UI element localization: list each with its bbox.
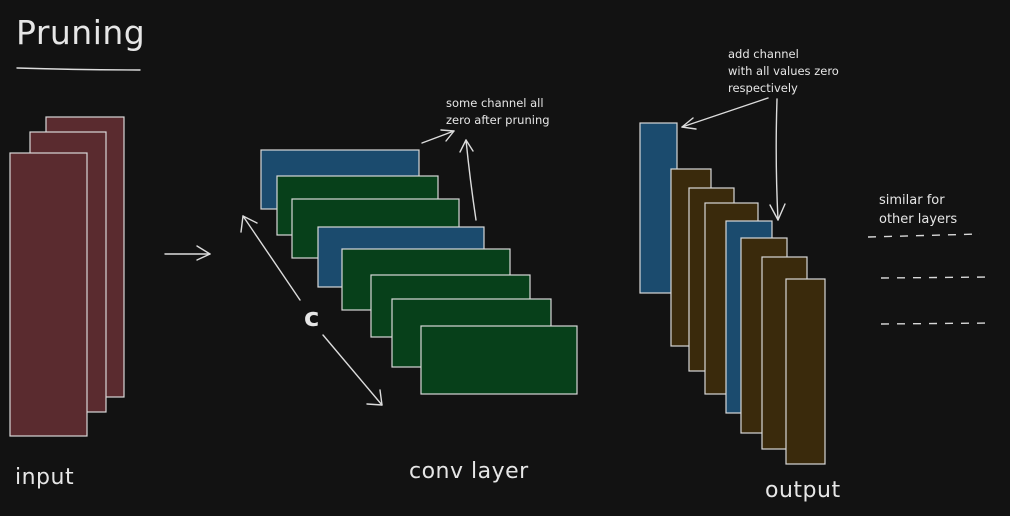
- layer-placeholder-dash: [867, 233, 981, 238]
- pruning-note-arrows: [421, 129, 477, 221]
- input-channel: [9, 152, 88, 437]
- channel-axis-label: c: [304, 303, 319, 333]
- input-tensor: [9, 116, 125, 437]
- note-add-channel-line1: add channel: [728, 47, 799, 61]
- page-title: Pruning: [16, 13, 145, 52]
- channel-axis-arrow: [240, 215, 383, 406]
- note-zero-after-pruning-line1: some channel all: [446, 96, 544, 110]
- output-tensor: [639, 122, 826, 465]
- layer-placeholder-dash: [880, 322, 994, 325]
- note-add-channel-line3: respectively: [728, 81, 798, 95]
- output-channel: [785, 278, 826, 465]
- add-channel-arrows: [681, 97, 786, 221]
- input-label: input: [15, 465, 74, 490]
- output-label: output: [765, 478, 841, 503]
- note-similar-line2: other layers: [879, 212, 957, 227]
- note-add-channel-line2: with all values zero: [728, 64, 839, 78]
- conv-channel: [420, 325, 578, 395]
- layer-placeholder-dash: [880, 276, 993, 279]
- title-underline: [16, 67, 141, 71]
- note-similar-line1: similar for: [879, 193, 945, 208]
- note-zero-after-pruning-line2: zero after pruning: [446, 113, 550, 127]
- flow-arrow: [164, 245, 211, 261]
- conv-layer-tensor: [260, 149, 578, 395]
- conv-layer-label: conv layer: [409, 459, 529, 484]
